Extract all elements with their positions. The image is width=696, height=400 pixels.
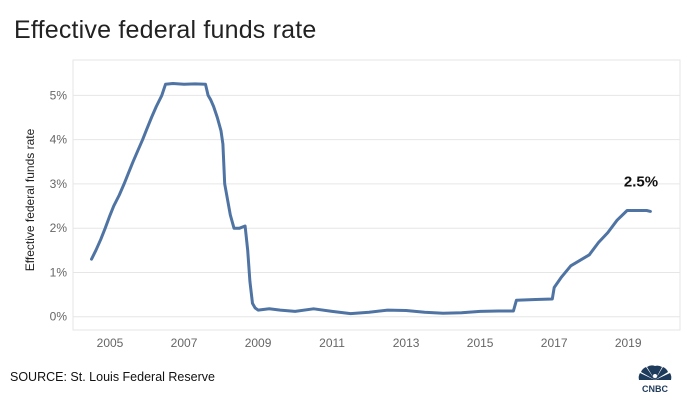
y-tick-label: 2% <box>50 221 68 235</box>
source-note: SOURCE: St. Louis Federal Reserve <box>10 370 215 384</box>
svg-text:CNBC: CNBC <box>642 384 668 394</box>
series-line <box>90 82 652 316</box>
y-tick-label: 0% <box>50 310 68 324</box>
x-tick-label: 2015 <box>467 336 494 350</box>
x-tick-label: 2019 <box>615 336 642 350</box>
x-tick-label: 2013 <box>393 336 420 350</box>
cnbc-peacock-logo: CNBC <box>631 364 679 394</box>
y-tick-label: 5% <box>50 88 68 102</box>
annotation-label: 2.5% <box>624 173 658 190</box>
y-tick-label: 4% <box>50 133 68 147</box>
chart-title: Effective federal funds rate <box>14 16 317 44</box>
y-axis-label: Effective federal funds rate <box>23 128 37 271</box>
x-tick-label: 2011 <box>319 336 345 350</box>
x-tick-label: 2017 <box>541 336 568 350</box>
x-tick-label: 2005 <box>97 336 124 350</box>
plot-area <box>72 59 681 331</box>
y-tick-label: 1% <box>50 265 68 279</box>
y-tick-label: 3% <box>50 177 68 191</box>
x-tick-label: 2007 <box>171 336 198 350</box>
x-tick-label: 2009 <box>245 336 272 350</box>
